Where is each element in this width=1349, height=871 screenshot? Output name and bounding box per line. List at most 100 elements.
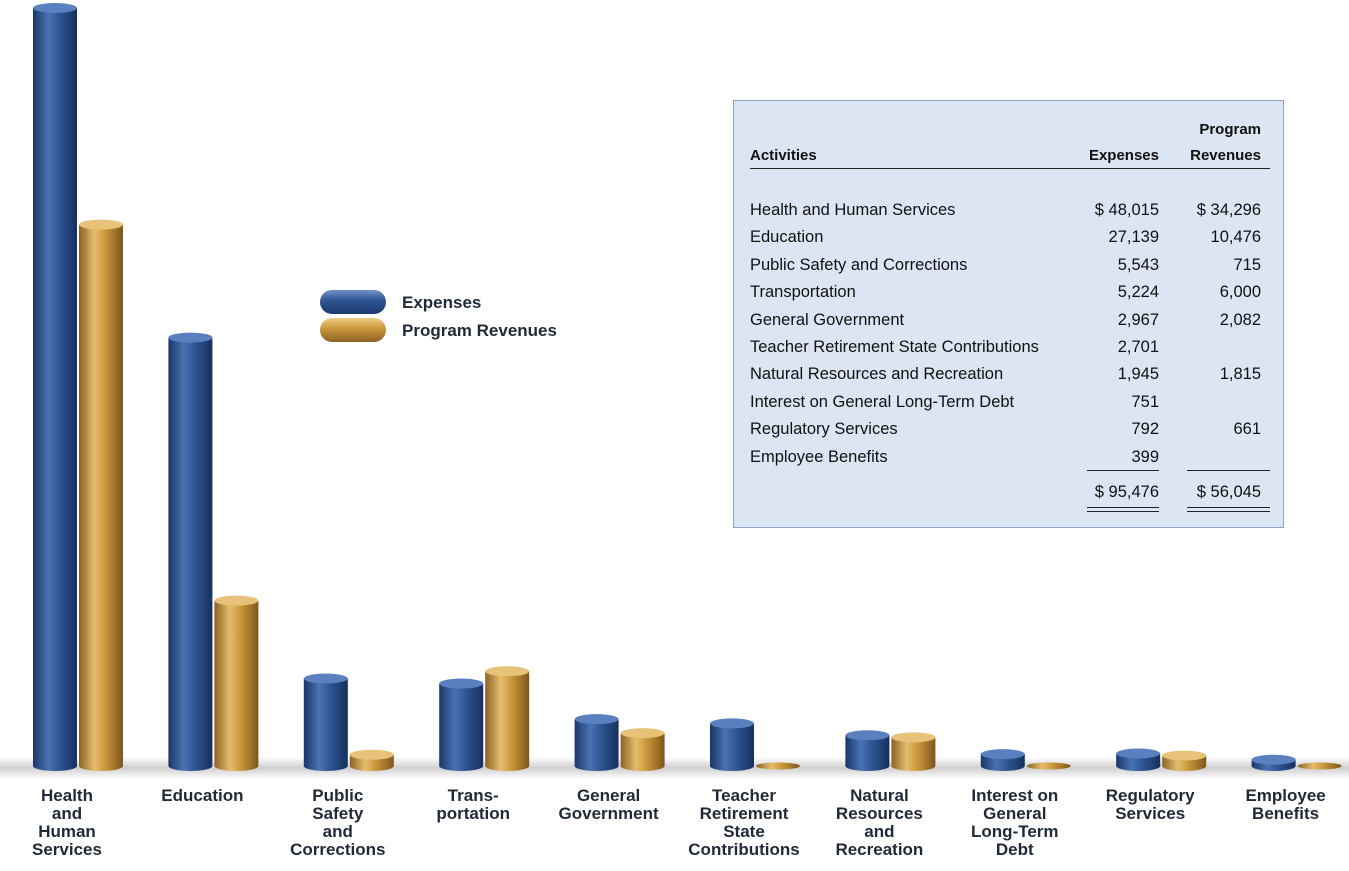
bar-program-revenues (485, 666, 530, 771)
bar-body (439, 683, 484, 771)
bar-expenses (168, 332, 213, 771)
bar-expenses (574, 714, 619, 771)
bar-program-revenues (891, 732, 936, 771)
table-row-label: Transportation (750, 283, 856, 302)
bar-cap (439, 678, 484, 689)
table-row-revenues: 661 (1233, 420, 1261, 439)
table-row-revenues: $ 34,296 (1196, 201, 1261, 219)
bar-cap (79, 219, 123, 230)
bar-expenses (303, 673, 348, 771)
category-label: Public Safety and Corrections (290, 786, 386, 859)
bar-body (33, 8, 77, 771)
table-header-program: Program (1199, 121, 1261, 138)
bar-expenses (1251, 754, 1296, 771)
bar-body (891, 737, 936, 771)
bar-body (845, 735, 890, 771)
table-row-label: Interest on General Long-Term Debt (750, 392, 1015, 411)
bar-body (79, 224, 123, 772)
bar-cap (980, 749, 1025, 760)
revenues-double-rule-1 (1187, 507, 1270, 508)
revenues-double-rule-2 (1187, 511, 1270, 512)
table-row-label: Natural Resources and Recreation (750, 365, 1004, 384)
table-row-expenses: 5,543 (1117, 255, 1159, 274)
table-header-revenues: Revenues (1190, 147, 1261, 164)
bar-cap (1162, 750, 1207, 761)
bar-expenses (439, 678, 484, 771)
category-label: Education (161, 786, 244, 805)
total-revenues: $ 56,045 (1196, 483, 1261, 501)
table-row-expenses: 27,139 (1108, 228, 1159, 247)
bars-layer (33, 3, 1342, 772)
table-row-label: General Government (750, 310, 905, 329)
bar-cap (33, 3, 77, 13)
bar-body (1116, 753, 1161, 771)
bar-body (620, 733, 665, 771)
table-row-revenues: 1,815 (1219, 365, 1261, 384)
bar-cap (1116, 748, 1161, 759)
bar-body (710, 723, 754, 771)
category-label: Regulatory Services (1105, 786, 1195, 823)
bar-program-revenues (79, 219, 123, 772)
table-row-expenses: 5,224 (1117, 283, 1159, 302)
bar-body (574, 719, 619, 771)
legend-label-program-revenues: Program Revenues (402, 321, 557, 340)
bar-cap (349, 749, 394, 760)
table-row-expenses: $ 48,015 (1094, 201, 1159, 219)
expenses-double-rule-2 (1087, 511, 1159, 512)
bar-disc (756, 762, 800, 770)
table-header-rule (750, 168, 1270, 169)
total-expenses: $ 95,476 (1094, 483, 1159, 501)
bar-disc (1297, 762, 1342, 770)
bar-cap (574, 714, 619, 725)
table-row-expenses: 1,945 (1117, 365, 1159, 384)
bar-cap (620, 728, 665, 739)
legend-label-expenses: Expenses (402, 293, 482, 312)
category-label: Interest on General Long-Term Debt (971, 786, 1059, 859)
revenues-total-rule (1187, 470, 1270, 471)
bar-expenses (845, 730, 890, 771)
bar-cap (710, 718, 754, 729)
table-row-label: Public Safety and Corrections (750, 255, 968, 274)
bar-cap (168, 332, 213, 343)
category-label: Trans- portation (436, 786, 511, 823)
expenses-total-rule (1087, 470, 1159, 471)
table-header-expenses: Expenses (1088, 147, 1159, 164)
bar-program-revenues (349, 749, 394, 771)
bar-cap (303, 673, 348, 684)
category-label: Health and Human Services (32, 786, 102, 859)
bar-body (303, 678, 348, 771)
table-row-label: Employee Benefits (750, 447, 888, 466)
bar-cap (214, 595, 259, 606)
category-label: Teacher Retirement State Contributions (688, 786, 800, 859)
bar-expenses (1116, 748, 1161, 771)
table-row-revenues: 715 (1233, 255, 1261, 274)
table-row-expenses: 2,701 (1117, 338, 1159, 356)
bar-program-revenues (756, 762, 800, 770)
bar-cap (485, 666, 530, 677)
bar-program-revenues (214, 595, 259, 771)
bar-program-revenues (1162, 750, 1207, 771)
bar-cap (891, 732, 936, 743)
bar-program-revenues (620, 728, 665, 771)
bar-disc (1026, 762, 1071, 770)
table-row-expenses: 751 (1131, 392, 1159, 411)
table-row-label: Education (750, 228, 824, 247)
bar-body (168, 337, 213, 771)
bar-expenses (33, 3, 77, 771)
bar-cap (1251, 754, 1296, 765)
legend-swatch-program-revenues (320, 318, 386, 342)
expenses-double-rule-1 (1087, 507, 1159, 508)
table-row-revenues: 10,476 (1210, 228, 1261, 247)
table-row-expenses: 399 (1131, 447, 1159, 466)
bar-program-revenues (1297, 762, 1342, 770)
bar-cap (845, 730, 890, 741)
legend-swatch-expenses (320, 290, 386, 314)
table-row-revenues: 2,082 (1219, 310, 1261, 329)
table-row-expenses: 2,967 (1117, 310, 1159, 329)
bar-body (485, 671, 530, 771)
category-label: General Government (558, 786, 659, 823)
table-row-label: Health and Human Services (750, 201, 956, 219)
table-row-revenues: 6,000 (1219, 283, 1261, 302)
bar-expenses (710, 718, 754, 771)
data-table: Activities Expenses Program Revenues Hea… (733, 100, 1284, 528)
